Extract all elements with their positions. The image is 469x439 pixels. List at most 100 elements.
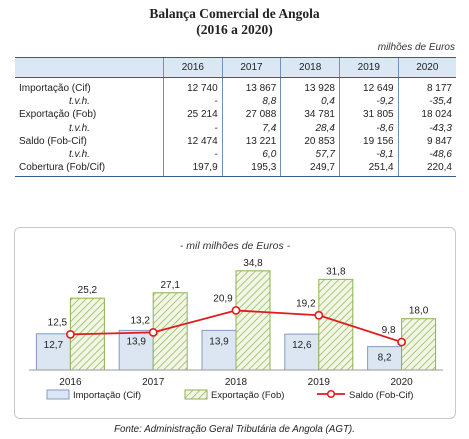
table-cell: 20 853 — [280, 134, 340, 148]
table-body: Importação (Cif) 12 740 13 867 13 928 12 649… — [15, 77, 456, 178]
table-cell: 8 177 — [397, 77, 456, 96]
table-row: Importação (Cif) 12 740 13 867 13 928 12 649… — [15, 77, 456, 96]
legend-saldo-marker — [326, 389, 336, 399]
table-cell: 220,4 — [397, 161, 456, 178]
header-cell-year: 2019 — [338, 57, 399, 78]
x-tick-label: 2020 — [390, 377, 413, 388]
row-label: Importação (Cif) — [19, 83, 91, 95]
x-tick-label: 2017 — [142, 377, 165, 388]
saldo-marker — [314, 310, 324, 320]
table-cell: 57,7 — [280, 147, 340, 162]
trade-balance-table: 2016 2017 2018 2019 2020 Importação (Cif) 12 … — [15, 57, 456, 178]
saldo-marker — [231, 306, 241, 315]
x-tick-label: 2018 — [225, 377, 248, 388]
export-value-label: 31,8 — [326, 266, 346, 277]
x-tick-label: 2019 — [308, 377, 331, 388]
saldo-marker — [66, 329, 75, 339]
row-label: t.v.h. — [69, 96, 90, 108]
row-label: Saldo (Fob-Cif) — [19, 135, 87, 147]
import-value-label: 13,9 — [209, 336, 229, 347]
table-row: Exportação (Fob) 25 214 27 088 34 781 31 805… — [15, 108, 456, 122]
table-cell: 12 740 — [163, 77, 223, 96]
export-bar — [401, 318, 437, 371]
table-cell: -48,6 — [397, 147, 456, 162]
legend-export-swatch — [184, 389, 208, 400]
row-label: t.v.h. — [69, 122, 90, 134]
table-cell: 195,3 — [221, 161, 281, 178]
export-value-label: 34,8 — [243, 258, 263, 269]
row-label: Exportação (Fob) — [19, 109, 97, 121]
page-title: Balança Comercial de Angola (2016 a 2020… — [0, 6, 469, 38]
table-cell: 251,4 — [338, 161, 399, 178]
table-cell: -8,6 — [338, 121, 399, 135]
table-cell: 9 847 — [397, 134, 456, 148]
header-cell-year: 2017 — [221, 57, 281, 78]
table-cell: -35,4 — [397, 95, 456, 109]
header-cell-year: 2020 — [397, 57, 456, 78]
import-value-label: 8,2 — [378, 353, 392, 364]
table-header-row: 2016 2017 2018 2019 2020 — [15, 57, 456, 78]
table-row: t.v.h. -7,4 28,4 -8,6 -43,3 — [15, 121, 456, 135]
saldo-marker — [397, 337, 406, 347]
table-cell: 0,4 — [280, 95, 340, 109]
table-row: t.v.h. -8,8 0,4 -9,2 -35,4 — [15, 95, 456, 109]
table-cell: 19 156 — [338, 134, 399, 148]
saldo-value-label: 12,5 — [48, 317, 68, 328]
row-label: Cobertura (Fob/Cif) — [15, 161, 164, 178]
legend-saldo-label: Saldo (Fob-Cif) — [349, 390, 413, 401]
table-cell: - — [163, 121, 223, 135]
saldo-marker — [148, 327, 158, 337]
table-cell: 6,0 — [221, 147, 281, 162]
table-row: Saldo (Fob-Cif) 12 474 13 221 20 853 19 156 9… — [15, 134, 456, 148]
saldo-value-label: 19,2 — [296, 298, 316, 309]
table-cell: -9,2 — [338, 95, 399, 109]
saldo-value-label: 9,8 — [382, 325, 396, 336]
chart-title: - mil milhões de Euros - — [180, 240, 291, 252]
saldo-value-label: 13,2 — [130, 315, 150, 326]
legend-export-label: Exportação (Fob) — [211, 390, 284, 401]
table-cell: 27 088 — [221, 108, 281, 122]
export-value-label: 25,2 — [78, 285, 98, 296]
table-cell: 197,9 — [163, 161, 223, 178]
table-row: t.v.h. -6,0 57,7 -8,1 -48,6 — [15, 147, 456, 162]
header-cell-label — [15, 57, 164, 78]
legend-import-label: Importação (Cif) — [73, 390, 141, 401]
table-cell: 18 024 — [397, 108, 456, 122]
table-cell: 12 474 — [163, 134, 223, 148]
table-cell: 7,4 — [221, 121, 281, 135]
chart-frame: - mil milhões de Euros - 2016 2017 2018 2019… — [14, 227, 456, 419]
table-cell: -43,3 — [397, 121, 456, 135]
table-row: Cobertura (Fob/Cif) 197,9 195,3 249,7 251,4 2… — [15, 161, 456, 178]
trade-chart: - mil milhões de Euros - 2016 2017 2018 2019… — [29, 240, 443, 401]
import-bar — [35, 333, 71, 371]
table-cell: - — [163, 147, 223, 162]
table-cell: 28,4 — [280, 121, 340, 135]
title-line-2: (2016 a 2020) — [196, 22, 273, 37]
import-bar — [284, 333, 320, 371]
table-cell: 13 928 — [280, 77, 340, 96]
table-cell: 249,7 — [280, 161, 340, 178]
source-note: Fonte: Administração Geral Tributária de… — [114, 424, 355, 435]
table-cell: - — [163, 95, 223, 109]
export-bar — [235, 270, 271, 371]
export-value-label: 18,0 — [409, 306, 429, 317]
table-unit-label: milhões de Euros — [377, 42, 455, 53]
table-cell: 31 805 — [338, 108, 399, 122]
table-cell: 25 214 — [163, 108, 223, 122]
saldo-value-label: 20,9 — [213, 293, 233, 304]
import-value-label: 12,7 — [44, 340, 64, 351]
legend-import-swatch — [46, 389, 70, 400]
header-cell-year: 2018 — [280, 57, 340, 78]
header-cell-year: 2016 — [163, 57, 223, 78]
table-cell: 8,8 — [221, 95, 281, 109]
x-tick-label: 2016 — [59, 377, 82, 388]
table-cell: 12 649 — [338, 77, 399, 96]
title-line-1: Balança Comercial de Angola — [149, 6, 320, 21]
table-cell: 13 221 — [221, 134, 281, 148]
export-value-label: 27,1 — [160, 280, 180, 291]
table-cell: 34 781 — [280, 108, 340, 122]
import-value-label: 12,6 — [292, 340, 312, 351]
row-label: t.v.h. — [69, 149, 90, 161]
table-cell: 13 867 — [221, 77, 281, 96]
import-value-label: 13,9 — [126, 336, 146, 347]
